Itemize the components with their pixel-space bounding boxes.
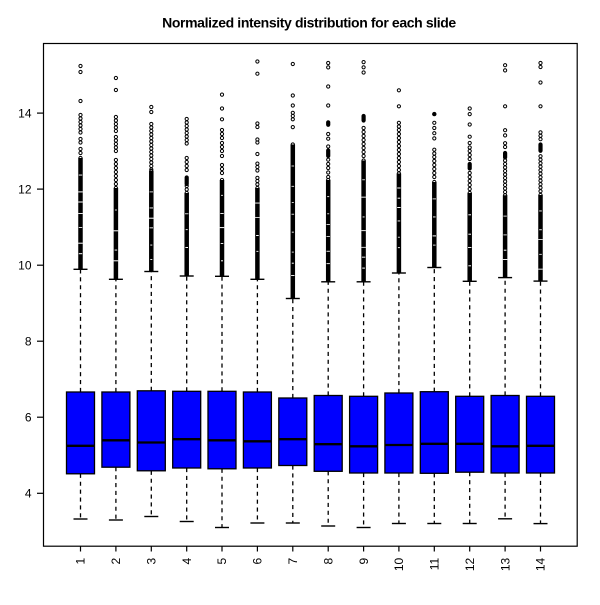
svg-text:5: 5: [215, 557, 229, 564]
svg-text:12: 12: [18, 182, 32, 196]
svg-text:1: 1: [74, 557, 88, 564]
svg-text:11: 11: [428, 557, 442, 570]
svg-text:8: 8: [321, 557, 335, 564]
svg-text:6: 6: [25, 411, 32, 425]
svg-text:2: 2: [109, 557, 123, 564]
svg-text:14: 14: [18, 106, 32, 120]
svg-text:12: 12: [463, 557, 477, 571]
svg-text:9: 9: [357, 557, 371, 564]
svg-text:4: 4: [25, 487, 32, 501]
svg-text:13: 13: [498, 557, 512, 571]
svg-text:3: 3: [145, 557, 159, 564]
svg-text:4: 4: [180, 557, 194, 564]
svg-text:7: 7: [286, 557, 300, 564]
svg-text:10: 10: [392, 557, 406, 571]
svg-text:14: 14: [534, 557, 548, 571]
svg-text:10: 10: [18, 259, 32, 273]
svg-text:6: 6: [251, 557, 265, 564]
svg-text:8: 8: [25, 335, 32, 349]
svg-text:Normalized intensity distribut: Normalized intensity distribution for ea…: [162, 14, 456, 30]
